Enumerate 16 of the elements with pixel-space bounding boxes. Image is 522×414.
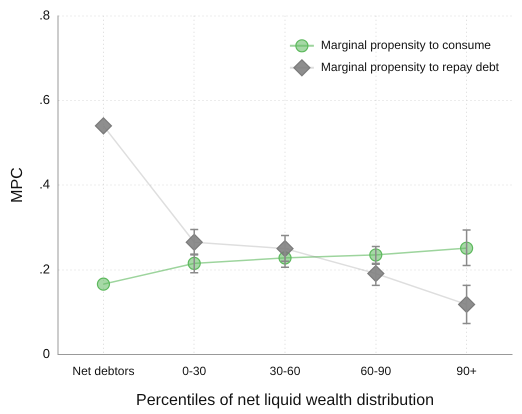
y-tick-label: .6	[39, 92, 50, 108]
point	[96, 278, 110, 291]
y-tick-label: .8	[39, 7, 50, 22]
y-tick-label: .4	[39, 176, 50, 192]
x-tick-label: Net debtors	[72, 364, 134, 378]
x-tick-label: 30-60	[270, 364, 301, 378]
point	[94, 117, 112, 134]
y-axis-title: MPC	[9, 167, 26, 203]
x-tick-label: 60-90	[360, 364, 392, 378]
y-tick-label: 0	[42, 346, 50, 361]
legend-label: Marginal propensity to consume	[320, 38, 492, 52]
x-tick-label: 90+	[456, 364, 477, 378]
x-axis-title: Percentiles of net liquid wealth distribution	[136, 392, 434, 409]
y-tick-label: .2	[39, 261, 50, 276]
x-tick-label: 0-30	[182, 364, 207, 378]
legend-label: Marginal propensity to repay debt	[320, 60, 500, 74]
